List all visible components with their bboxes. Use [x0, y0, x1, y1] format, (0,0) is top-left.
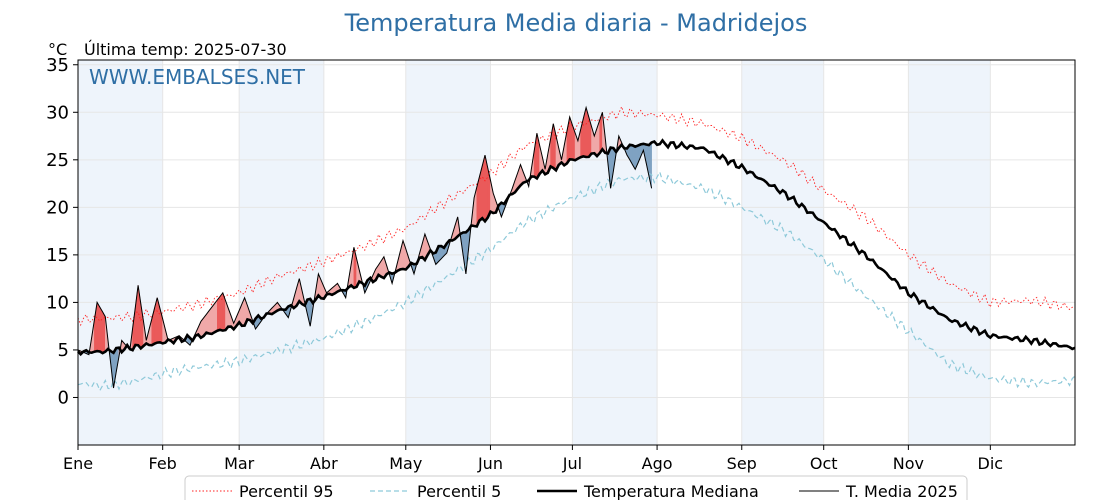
- x-tick-label-Nov: Nov: [893, 454, 924, 473]
- y-tick-label: 15: [46, 245, 69, 266]
- legend-label-median: Temperatura Mediana: [583, 482, 759, 500]
- x-tick-label-Abr: Abr: [310, 454, 338, 473]
- legend-label-p5: Percentil 5: [417, 482, 501, 500]
- month-band-Nov: [908, 60, 991, 445]
- y-tick-label: 5: [58, 340, 69, 361]
- x-tick-label-Jul: Jul: [562, 454, 582, 473]
- y-tick-label: 20: [46, 197, 69, 218]
- legend-box: [184, 475, 968, 500]
- fill-above-median: [211, 302, 215, 335]
- x-tick-label-Ene: Ene: [63, 454, 93, 473]
- series-lines: [77, 105, 1076, 392]
- x-tick-label-May: May: [389, 454, 422, 473]
- fill-above-median: [99, 306, 103, 354]
- x-tick-label-Mar: Mar: [224, 454, 255, 473]
- plot-area: WWW.EMBALSES.NET: [77, 59, 1076, 446]
- month-band-Ene: [78, 60, 163, 445]
- fill-above-median: [217, 295, 221, 332]
- y-unit-label: °C: [48, 40, 67, 59]
- month-band-Mar: [239, 60, 324, 445]
- y-axis: 0 5 10 15 20 25 30 35: [46, 55, 78, 408]
- anomaly-fills: [77, 107, 652, 389]
- fill-above-median: [96, 301, 101, 352]
- x-tick-label-Sep: Sep: [727, 454, 757, 473]
- x-tick-label-Dic: Dic: [978, 454, 1004, 473]
- x-tick-label-Oct: Oct: [810, 454, 838, 473]
- series-line-median: [77, 138, 1076, 357]
- month-band-May: [405, 60, 491, 445]
- y-tick-label: 0: [58, 387, 69, 408]
- legend-label-p95: Percentil 95: [239, 482, 334, 500]
- x-tick-label-Feb: Feb: [149, 454, 177, 473]
- watermark: WWW.EMBALSES.NET: [89, 65, 306, 89]
- series-line-current-year: [77, 105, 653, 389]
- x-tick-label-Jun: Jun: [477, 454, 503, 473]
- last-temp-subtitle: Última temp: 2025-07-30: [84, 40, 287, 59]
- y-tick-label: 35: [46, 55, 69, 76]
- y-tick-label: 25: [46, 150, 69, 171]
- month-band-Sep: [741, 60, 824, 445]
- chart-title: Temperatura Media diaria - Madridejos: [344, 9, 808, 37]
- legend-label-current: T. Media 2025: [845, 482, 958, 500]
- fill-above-median: [208, 306, 213, 335]
- legend: Percentil 95 Percentil 5 Temperatura Med…: [184, 475, 968, 500]
- fill-above-median: [214, 299, 218, 333]
- y-tick-label: 30: [46, 102, 69, 123]
- y-tick-label: 10: [46, 292, 69, 313]
- x-axis: Ene Feb Mar Abr May Jun Jul Ago Sep Oct Nov Dic: [63, 445, 1003, 473]
- plot-frame: [77, 59, 1076, 446]
- month-bands: [78, 60, 991, 445]
- x-tick-label-Ago: Ago: [642, 454, 673, 473]
- series-line-p5: [77, 170, 1076, 392]
